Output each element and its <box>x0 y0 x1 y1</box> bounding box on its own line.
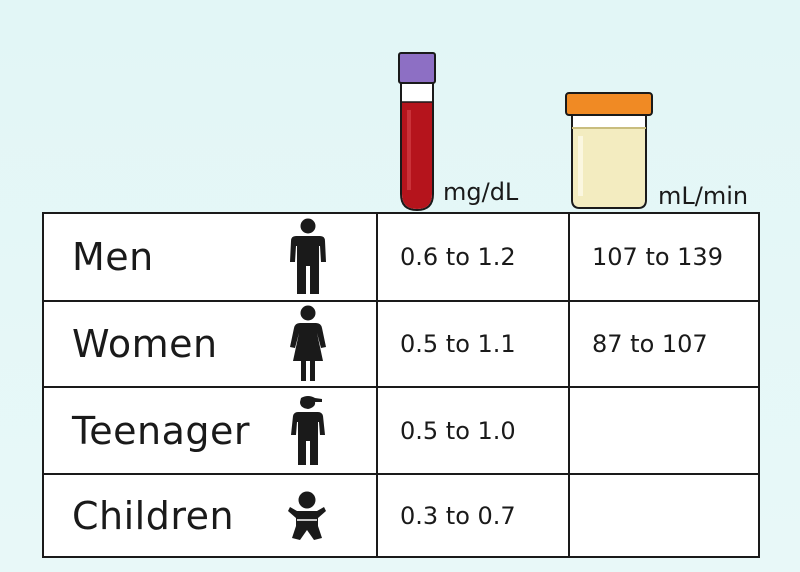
creatinine-cell: 0.6 to 1.2 <box>378 214 570 302</box>
group-label: Men <box>72 235 154 279</box>
creatinine-value: 0.3 to 0.7 <box>400 501 516 530</box>
clearance-cell <box>570 388 758 475</box>
clearance-cell: 107 to 139 <box>570 214 758 302</box>
baby-icon <box>288 491 326 540</box>
row-label-cell: Women <box>44 302 378 388</box>
man-icon <box>290 218 326 294</box>
row-label-cell: Teenager <box>44 388 378 475</box>
group-label: Children <box>72 493 235 538</box>
clearance-value: 87 to 107 <box>592 330 708 358</box>
reference-range-table: Men 0.6 to 1.2 107 to 139 Women 0.5 to 1… <box>42 212 760 558</box>
creatinine-value: 0.6 to 1.2 <box>400 243 516 271</box>
row-label-cell: Men <box>44 214 378 302</box>
woman-icon <box>290 305 326 381</box>
group-label: Teenager <box>72 408 251 453</box>
creatinine-cell: 0.5 to 1.0 <box>378 388 570 475</box>
creatinine-value: 0.5 to 1.0 <box>400 416 516 445</box>
clearance-value: 107 to 139 <box>592 243 723 271</box>
clearance-unit-label: mL/min <box>658 182 749 210</box>
row-label-cell: Children <box>44 475 378 556</box>
creatinine-value: 0.5 to 1.1 <box>400 330 516 358</box>
urine-cup-icon <box>565 92 653 209</box>
teenager-icon <box>291 395 325 465</box>
clearance-cell: 87 to 107 <box>570 302 758 388</box>
creatinine-unit-label: mg/dL <box>443 178 519 206</box>
creatinine-cell: 0.3 to 0.7 <box>378 475 570 556</box>
creatinine-cell: 0.5 to 1.1 <box>378 302 570 388</box>
group-label: Women <box>72 322 218 366</box>
blood-tube-icon <box>398 52 436 212</box>
clearance-cell <box>570 475 758 556</box>
